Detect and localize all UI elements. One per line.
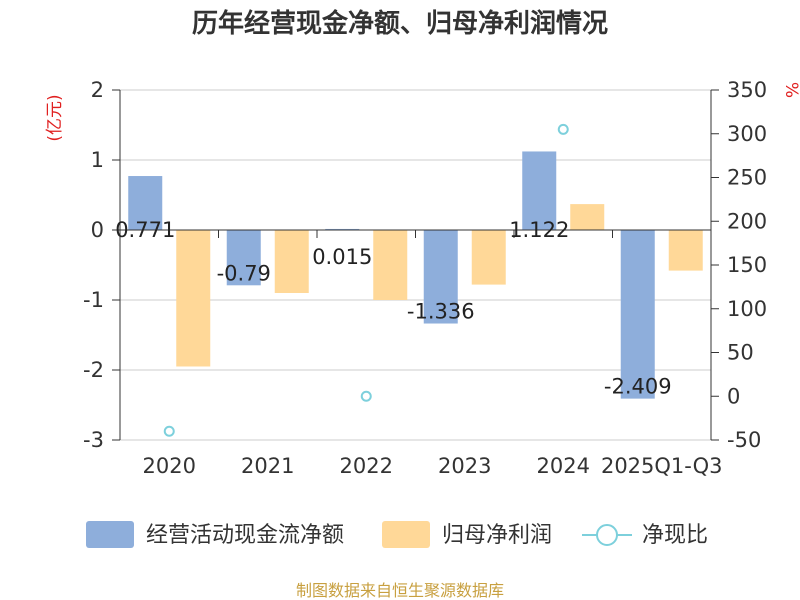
ocf-bar bbox=[226, 230, 261, 286]
right-tick-label: 300 bbox=[727, 122, 767, 146]
legend-swatch-ocf bbox=[86, 521, 134, 548]
left-tick-label: 1 bbox=[91, 148, 104, 172]
right-tick-label: 100 bbox=[727, 297, 767, 321]
category-label: 2020 bbox=[143, 454, 196, 478]
legend-label-ocf: 经营活动现金流净额 bbox=[146, 523, 344, 548]
ocf-bar bbox=[423, 230, 458, 324]
data-labels: 0.771 -0.79 0.015 -1.336 1.122 -2.409 bbox=[115, 218, 671, 399]
left-axis-unit: (亿元) bbox=[45, 94, 65, 141]
profit-bar bbox=[373, 230, 408, 300]
left-tick-label: -3 bbox=[83, 428, 104, 452]
chart-title: 历年经营现金净额、归母净利润情况 bbox=[192, 8, 608, 39]
legend-label-profit: 归母净利润 bbox=[442, 523, 552, 548]
ocf-bar bbox=[522, 151, 557, 230]
left-tick-label: 2 bbox=[91, 78, 104, 102]
category-label: 2023 bbox=[438, 454, 491, 478]
right-tick-label: 0 bbox=[727, 384, 740, 408]
ocf-data-label: 0.771 bbox=[115, 218, 175, 242]
ocf-data-label: 0.015 bbox=[312, 245, 372, 269]
left-tick-label: -2 bbox=[83, 358, 104, 382]
source-note: 制图数据来自恒生聚源数据库 bbox=[296, 581, 504, 600]
ratio-point bbox=[360, 390, 372, 402]
legend-swatch-profit bbox=[382, 521, 430, 548]
legend-label-ratio: 净现比 bbox=[642, 523, 708, 548]
axes: 2 1 0 -1 -2 -3 350 300 250 200 150 100 50 0 -50 2020 202… bbox=[83, 78, 767, 478]
ocf-data-label: -1.336 bbox=[407, 300, 475, 324]
legend: 经营活动现金流净额 归母净利润 净现比 bbox=[86, 521, 708, 548]
ocf-data-label: -2.409 bbox=[604, 375, 672, 399]
profit-bar bbox=[570, 204, 605, 230]
category-label: 2022 bbox=[340, 454, 393, 478]
legend-marker-ratio bbox=[596, 524, 618, 546]
right-tick-label: 350 bbox=[727, 78, 767, 102]
left-tick-label: 0 bbox=[91, 218, 104, 242]
ocf-data-label: 1.122 bbox=[509, 218, 569, 242]
left-tick-label: -1 bbox=[83, 288, 104, 312]
ocf-bar bbox=[620, 230, 655, 399]
right-tick-label: -50 bbox=[727, 428, 761, 452]
right-tick-label: 250 bbox=[727, 166, 767, 190]
profit-bar bbox=[471, 230, 506, 285]
ratio-points bbox=[163, 123, 569, 437]
ocf-bar bbox=[128, 176, 163, 230]
ocf-bar bbox=[325, 228, 360, 230]
right-tick-label: 150 bbox=[727, 253, 767, 277]
ratio-point bbox=[557, 123, 569, 135]
bars bbox=[128, 151, 703, 399]
ratio-point bbox=[163, 425, 175, 437]
right-axis-unit: % bbox=[781, 82, 800, 98]
category-label: 2025Q1-Q3 bbox=[601, 454, 723, 478]
category-label: 2024 bbox=[537, 454, 590, 478]
profit-bar bbox=[274, 230, 309, 293]
profit-bar bbox=[668, 230, 703, 271]
category-label: 2021 bbox=[241, 454, 294, 478]
right-tick-label: 200 bbox=[727, 209, 767, 233]
right-tick-label: 50 bbox=[727, 341, 754, 365]
profit-bar bbox=[176, 230, 211, 367]
ocf-data-label: -0.79 bbox=[217, 261, 271, 285]
